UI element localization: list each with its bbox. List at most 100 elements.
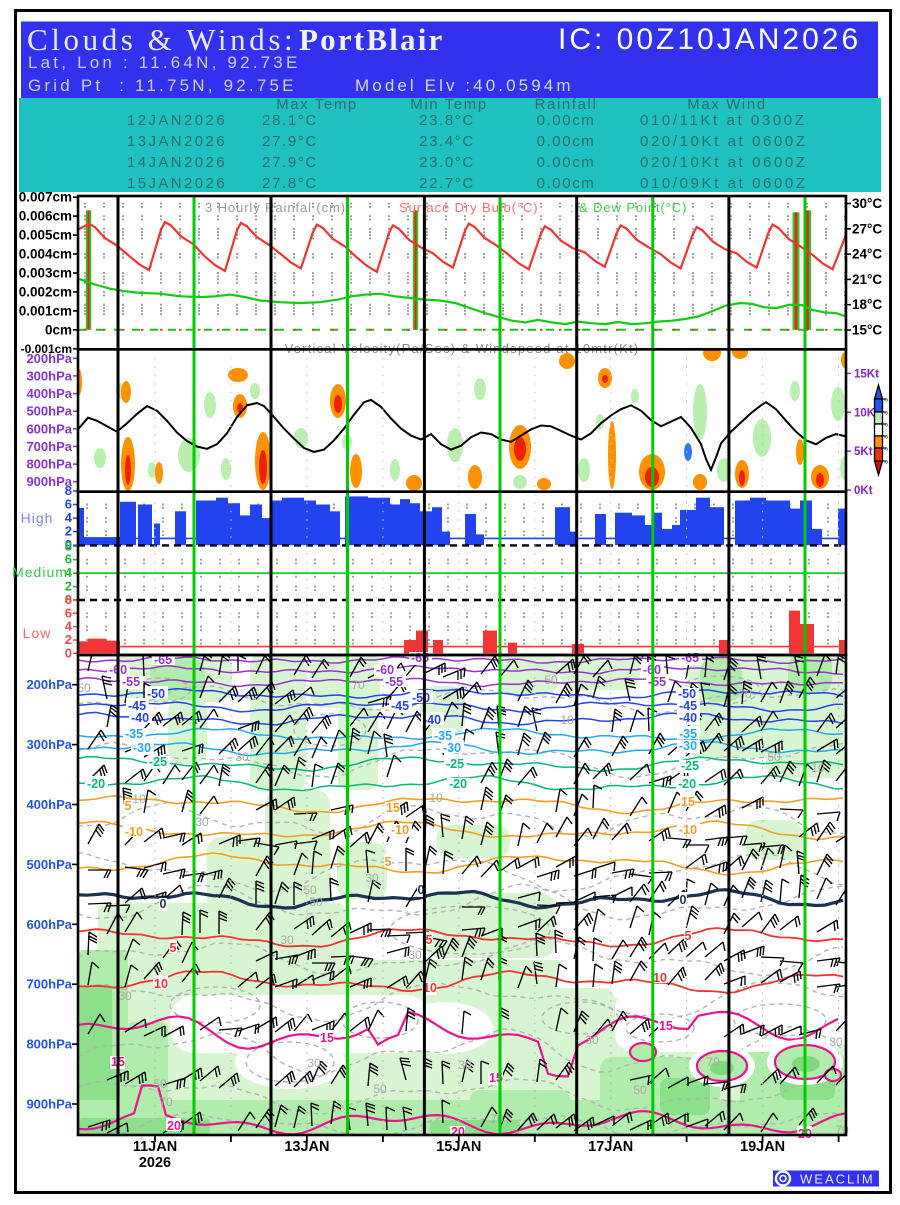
svg-text:10: 10 [423, 981, 437, 995]
svg-text:0: 0 [680, 893, 687, 907]
svg-text:70: 70 [738, 687, 752, 701]
svg-text:50: 50 [153, 1077, 167, 1091]
svg-text:0cm: 0cm [45, 322, 72, 337]
svg-text:-25: -25 [446, 757, 464, 771]
svg-text:15°C: 15°C [852, 323, 882, 338]
svg-text:15JAN: 15JAN [436, 1139, 481, 1155]
svg-text:High: High [21, 510, 54, 526]
svg-text:13JAN: 13JAN [284, 1139, 329, 1155]
svg-text:2: 2 [65, 632, 72, 647]
svg-text:23.0°C: 23.0°C [419, 154, 475, 171]
svg-text:0Kt: 0Kt [854, 485, 873, 497]
svg-text:Grid Pt : 11.75N, 92.75E: Grid Pt : 11.75N, 92.75E [28, 76, 297, 95]
svg-text:0.006cm: 0.006cm [19, 209, 72, 224]
svg-text:50: 50 [77, 681, 91, 695]
svg-text:27.8°C: 27.8°C [262, 175, 318, 192]
svg-text:6: 6 [65, 552, 72, 567]
svg-text:-60: -60 [376, 663, 394, 677]
svg-text:-55: -55 [122, 675, 140, 689]
svg-text:900hPa: 900hPa [26, 474, 72, 489]
svg-text:600hPa: 600hPa [26, 421, 72, 436]
svg-text:30: 30 [458, 1058, 472, 1072]
svg-text:-45: -45 [679, 699, 697, 713]
svg-text:800hPa: 800hPa [26, 457, 72, 472]
svg-text:50: 50 [309, 895, 323, 909]
svg-text:5: 5 [385, 855, 392, 869]
svg-text:50: 50 [373, 1082, 387, 1096]
svg-text:11JAN: 11JAN [133, 1139, 177, 1155]
svg-text:-0.4: -0.4 [884, 447, 892, 452]
svg-text:14JAN2026: 14JAN2026 [127, 154, 227, 171]
svg-text:0.005cm: 0.005cm [19, 228, 72, 243]
svg-text:10: 10 [811, 761, 825, 775]
svg-text:-35: -35 [434, 729, 452, 743]
svg-text:-45: -45 [391, 699, 409, 713]
svg-text:10: 10 [132, 792, 146, 806]
svg-text:0: 0 [418, 883, 425, 897]
svg-text:15JAN2026: 15JAN2026 [127, 175, 227, 192]
svg-text:-65: -65 [154, 653, 172, 667]
svg-text:200hPa: 200hPa [26, 351, 72, 366]
svg-text:30: 30 [829, 1035, 843, 1049]
svg-text:0.004cm: 0.004cm [19, 247, 72, 262]
svg-text:2: 2 [65, 524, 72, 539]
svg-text:2026: 2026 [139, 1155, 171, 1171]
svg-text:27°C: 27°C [852, 221, 882, 236]
svg-text:-0.2: -0.2 [884, 423, 892, 428]
svg-text:15: 15 [681, 795, 695, 809]
svg-text:-10: -10 [679, 823, 697, 837]
svg-text:700hPa: 700hPa [26, 977, 72, 992]
svg-text:30°C: 30°C [852, 196, 882, 211]
svg-text:Medium: Medium [12, 564, 68, 580]
svg-text:10: 10 [653, 971, 667, 985]
svg-text:50: 50 [767, 750, 781, 764]
svg-text:-10: -10 [125, 825, 143, 839]
svg-text:020/10Kt at 0600Z: 020/10Kt at 0600Z [640, 133, 808, 150]
svg-text:8: 8 [65, 538, 72, 553]
svg-text:800hPa: 800hPa [26, 1037, 72, 1052]
svg-text:3 Hourly Rainfal (cm):: 3 Hourly Rainfal (cm): [205, 200, 351, 215]
svg-text:-65: -65 [411, 651, 429, 665]
svg-text:15: 15 [659, 1019, 673, 1033]
svg-text:15: 15 [386, 801, 400, 815]
svg-text:-25: -25 [681, 759, 699, 773]
svg-text:Max Temp: Max Temp [276, 96, 358, 113]
svg-text:PortBlair: PortBlair [299, 22, 444, 57]
svg-text:-30: -30 [133, 741, 151, 755]
svg-text:12JAN2026: 12JAN2026 [127, 112, 227, 129]
svg-text:27.9°C: 27.9°C [262, 133, 318, 150]
svg-text:70: 70 [351, 678, 365, 692]
svg-text:15Kt: 15Kt [854, 368, 879, 380]
svg-text:-55: -55 [648, 675, 666, 689]
svg-text:-0.1: -0.1 [884, 411, 892, 416]
svg-text:Rainfall: Rainfall [535, 96, 598, 113]
svg-text:50: 50 [544, 673, 558, 687]
svg-text:0: 0 [65, 645, 72, 660]
svg-text:-35: -35 [125, 727, 143, 741]
svg-text:2: 2 [65, 579, 72, 594]
svg-text:30: 30 [280, 933, 294, 947]
svg-text:500hPa: 500hPa [26, 857, 72, 872]
svg-text:13JAN2026: 13JAN2026 [127, 133, 227, 150]
svg-text:600hPa: 600hPa [26, 917, 72, 932]
svg-text:50: 50 [633, 1083, 647, 1097]
svg-text:0: 0 [65, 537, 72, 552]
svg-text:500hPa: 500hPa [26, 404, 72, 419]
svg-text:-55: -55 [385, 675, 403, 689]
svg-text:10: 10 [429, 791, 443, 805]
svg-text:: & Dew Point(°C): : & Dew Point(°C) [570, 200, 687, 215]
svg-text:30: 30 [235, 750, 249, 764]
svg-text:-25: -25 [149, 755, 167, 769]
svg-text:-50: -50 [147, 687, 165, 701]
svg-text:0.001cm: 0.001cm [19, 303, 72, 318]
svg-text:30: 30 [408, 948, 422, 962]
svg-text:700hPa: 700hPa [26, 439, 72, 454]
svg-text:18°C: 18°C [852, 297, 882, 312]
svg-text:010/11Kt at 0300Z: 010/11Kt at 0300Z [640, 112, 807, 129]
svg-text:28.1°C: 28.1°C [262, 112, 318, 129]
svg-text:0: 0 [160, 897, 167, 911]
svg-text:21°C: 21°C [852, 272, 882, 287]
svg-text:6: 6 [65, 497, 72, 512]
svg-text:0: 0 [65, 592, 72, 607]
svg-text:-65: -65 [681, 651, 699, 665]
